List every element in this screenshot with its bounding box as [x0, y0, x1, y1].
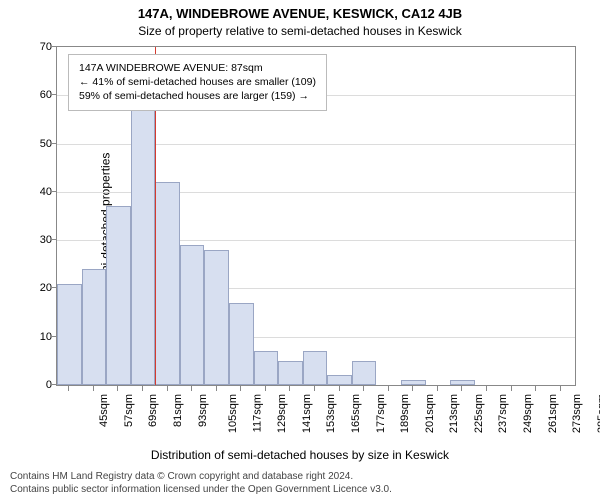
y-tick-label: 70: [22, 41, 52, 53]
y-tick-mark: [51, 191, 56, 192]
annotation-line-2: ← 41% of semi-detached houses are smalle…: [79, 75, 316, 89]
histogram-bar: [327, 375, 352, 385]
y-tick-mark: [51, 46, 56, 47]
x-tick-label: 141sqm: [301, 394, 313, 433]
x-tick-mark: [289, 386, 290, 391]
histogram-bar: [204, 250, 229, 385]
x-tick-label: 129sqm: [276, 394, 288, 433]
x-tick-label: 285sqm: [596, 394, 600, 433]
histogram-bar: [229, 303, 254, 385]
y-tick-mark: [51, 384, 56, 385]
x-tick-mark: [560, 386, 561, 391]
x-tick-label: 81sqm: [172, 394, 184, 427]
x-tick-label: 201sqm: [424, 394, 436, 433]
histogram-bar: [352, 361, 377, 385]
x-tick-mark: [117, 386, 118, 391]
y-tick-label: 20: [22, 282, 52, 294]
annotation-line-3: 59% of semi-detached houses are larger (…: [79, 89, 316, 103]
histogram-bar: [106, 206, 131, 385]
x-tick-label: 57sqm: [123, 394, 135, 427]
x-tick-label: 237sqm: [498, 394, 510, 433]
y-tick-label: 60: [22, 89, 52, 101]
x-tick-label: 165sqm: [350, 394, 362, 433]
x-tick-label: 249sqm: [522, 394, 534, 433]
x-tick-mark: [363, 386, 364, 391]
histogram-bar: [82, 269, 107, 385]
x-tick-mark: [216, 386, 217, 391]
x-tick-mark: [461, 386, 462, 391]
x-tick-label: 189sqm: [399, 394, 411, 433]
annotation-line-1: 147A WINDEBROWE AVENUE: 87sqm: [79, 61, 316, 75]
histogram-bar: [180, 245, 205, 385]
chart-title-primary: 147A, WINDEBROWE AVENUE, KESWICK, CA12 4…: [0, 6, 600, 21]
y-tick-label: 30: [22, 234, 52, 246]
x-tick-label: 261sqm: [547, 394, 559, 433]
x-tick-label: 153sqm: [326, 394, 338, 433]
x-tick-mark: [240, 386, 241, 391]
x-tick-label: 69sqm: [147, 394, 159, 427]
histogram-bar: [57, 284, 82, 385]
x-tick-label: 225sqm: [473, 394, 485, 433]
histogram-bar: [131, 105, 156, 385]
y-tick-label: 40: [22, 186, 52, 198]
x-tick-mark: [68, 386, 69, 391]
x-tick-mark: [339, 386, 340, 391]
x-tick-label: 273sqm: [571, 394, 583, 433]
x-tick-mark: [167, 386, 168, 391]
x-tick-mark: [388, 386, 389, 391]
chart-title-secondary: Size of property relative to semi-detach…: [0, 24, 600, 38]
x-tick-label: 93sqm: [197, 394, 209, 427]
x-tick-label: 45sqm: [98, 394, 110, 427]
annotation-box: 147A WINDEBROWE AVENUE: 87sqm ← 41% of s…: [68, 54, 327, 111]
attribution: Contains HM Land Registry data © Crown c…: [10, 470, 392, 496]
attribution-line-1: Contains HM Land Registry data © Crown c…: [10, 470, 392, 483]
histogram-bar: [155, 182, 180, 385]
chart-container: 147A, WINDEBROWE AVENUE, KESWICK, CA12 4…: [0, 0, 600, 500]
x-tick-mark: [535, 386, 536, 391]
x-tick-mark: [142, 386, 143, 391]
y-tick-mark: [51, 336, 56, 337]
x-tick-mark: [314, 386, 315, 391]
histogram-bar: [303, 351, 328, 385]
y-tick-label: 10: [22, 331, 52, 343]
histogram-bar: [254, 351, 279, 385]
x-tick-mark: [437, 386, 438, 391]
x-tick-mark: [191, 386, 192, 391]
x-tick-mark: [265, 386, 266, 391]
x-axis-label: Distribution of semi-detached houses by …: [0, 448, 600, 462]
x-tick-mark: [93, 386, 94, 391]
y-tick-mark: [51, 239, 56, 240]
x-tick-mark: [511, 386, 512, 391]
y-tick-mark: [51, 143, 56, 144]
histogram-bar: [450, 380, 475, 385]
y-tick-label: 50: [22, 138, 52, 150]
x-tick-mark: [412, 386, 413, 391]
y-tick-label: 0: [22, 379, 52, 391]
histogram-bar: [401, 380, 426, 385]
x-tick-mark: [486, 386, 487, 391]
y-tick-mark: [51, 287, 56, 288]
histogram-bar: [278, 361, 303, 385]
x-tick-label: 117sqm: [251, 394, 263, 432]
x-tick-label: 105sqm: [227, 394, 239, 433]
x-tick-label: 177sqm: [375, 394, 387, 433]
y-tick-mark: [51, 94, 56, 95]
attribution-line-2: Contains public sector information licen…: [10, 483, 392, 496]
x-tick-label: 213sqm: [448, 394, 460, 433]
